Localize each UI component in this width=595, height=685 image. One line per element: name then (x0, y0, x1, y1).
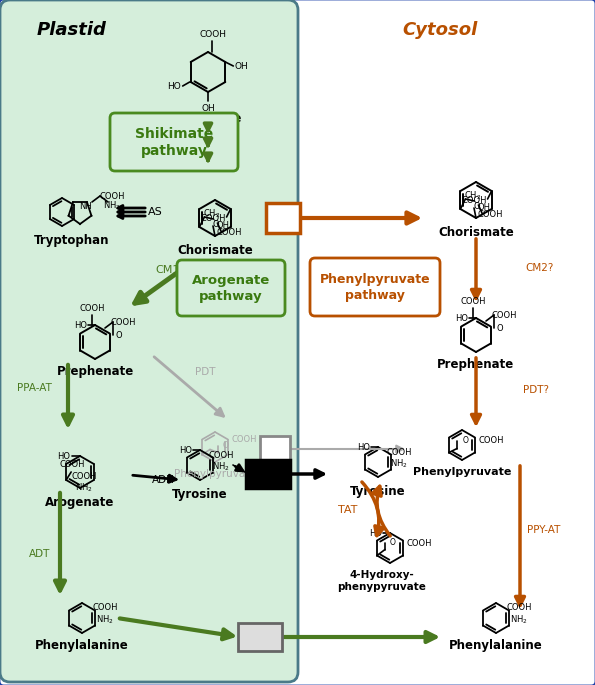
Text: Phenylpyruvate: Phenylpyruvate (413, 467, 511, 477)
Text: Cytosol: Cytosol (402, 21, 478, 39)
Text: OH: OH (234, 62, 248, 71)
Text: COOH: COOH (386, 447, 412, 456)
Text: COOH: COOH (478, 436, 504, 445)
Text: COOH: COOH (217, 227, 242, 236)
Text: NH$_2$: NH$_2$ (76, 482, 93, 495)
Text: PDT?: PDT? (523, 385, 549, 395)
Text: O: O (212, 219, 219, 229)
Text: OH: OH (201, 103, 215, 112)
Text: COOH: COOH (199, 29, 227, 38)
Text: CM2?: CM2? (526, 263, 554, 273)
Text: Arogenate: Arogenate (45, 495, 115, 508)
Text: COOH: COOH (99, 192, 125, 201)
Text: 4-Hydroxy-: 4-Hydroxy- (350, 570, 414, 580)
Text: CH$_2$: CH$_2$ (203, 208, 220, 221)
Text: O: O (223, 441, 229, 450)
Text: COOH: COOH (461, 297, 486, 306)
Text: HO: HO (180, 445, 193, 455)
Text: COOH: COOH (491, 310, 516, 319)
Text: Phenylalanine: Phenylalanine (35, 638, 129, 651)
Text: HO: HO (58, 451, 70, 460)
Text: O: O (473, 201, 480, 210)
Text: COOH: COOH (110, 318, 136, 327)
Text: PPY-AT: PPY-AT (527, 525, 560, 535)
Text: CH$_2$: CH$_2$ (464, 190, 481, 202)
Text: ADH: ADH (152, 475, 174, 485)
Text: NH$_2$: NH$_2$ (103, 200, 121, 212)
FancyBboxPatch shape (238, 623, 282, 651)
Text: ?: ? (278, 209, 288, 227)
Text: Phenylpyruvate: Phenylpyruvate (320, 273, 430, 286)
FancyBboxPatch shape (266, 203, 300, 233)
Text: HO: HO (167, 82, 180, 90)
Text: pathway: pathway (140, 144, 208, 158)
Text: OH: OH (216, 221, 229, 229)
Text: AS: AS (148, 207, 162, 217)
FancyBboxPatch shape (110, 113, 238, 171)
Text: Phenylpyruvate: Phenylpyruvate (174, 469, 256, 479)
FancyBboxPatch shape (310, 258, 440, 316)
Text: ADT: ADT (29, 549, 50, 559)
Text: Phenylalanine: Phenylalanine (449, 638, 543, 651)
Text: Shikimate: Shikimate (175, 112, 241, 125)
Text: HO: HO (456, 314, 468, 323)
Text: Tyrosine: Tyrosine (350, 484, 406, 497)
FancyBboxPatch shape (177, 260, 285, 316)
Text: Chorismate: Chorismate (177, 243, 253, 256)
Text: COOH: COOH (71, 471, 97, 480)
Text: COOH: COOH (406, 538, 432, 547)
Text: OH: OH (477, 203, 490, 212)
FancyBboxPatch shape (0, 0, 298, 682)
Text: Prephenate: Prephenate (437, 358, 515, 371)
Text: phenypyruvate: phenypyruvate (337, 582, 427, 592)
Text: pCAT: pCAT (250, 467, 286, 480)
Text: Chorismate: Chorismate (438, 225, 514, 238)
Text: pathway: pathway (345, 288, 405, 301)
Text: Plastid: Plastid (37, 21, 107, 39)
Text: CM1: CM1 (156, 265, 180, 275)
Text: O: O (497, 323, 503, 332)
Text: COOH: COOH (79, 303, 105, 312)
Text: NH$_2$: NH$_2$ (96, 614, 114, 626)
Text: HO: HO (369, 529, 383, 538)
Text: COOH: COOH (506, 603, 532, 612)
Text: Tryptophan: Tryptophan (35, 234, 109, 247)
Text: Tyrosine: Tyrosine (172, 488, 228, 501)
Text: COOH: COOH (231, 434, 257, 443)
Text: O: O (390, 538, 396, 547)
Text: HO: HO (74, 321, 87, 329)
Text: O: O (115, 330, 123, 340)
Text: COOH: COOH (201, 214, 226, 223)
Text: NH$_2$: NH$_2$ (212, 461, 230, 473)
Text: HO: HO (358, 443, 371, 451)
Text: COOH: COOH (208, 451, 234, 460)
Text: PPA-AT: PPA-AT (17, 383, 52, 393)
Text: ?: ? (271, 442, 279, 456)
Text: PDT: PDT (195, 367, 215, 377)
Text: Shikimate: Shikimate (135, 127, 213, 141)
Text: COOH: COOH (461, 195, 487, 205)
FancyBboxPatch shape (246, 460, 290, 488)
Text: COOH: COOH (60, 460, 85, 469)
Text: pCAT: pCAT (242, 630, 278, 643)
Text: NH$_2$: NH$_2$ (390, 458, 408, 470)
Text: TAT: TAT (339, 505, 358, 515)
Text: COOH: COOH (92, 603, 118, 612)
Text: NH: NH (79, 202, 92, 211)
Text: COOH: COOH (478, 210, 503, 219)
Text: Arogenate: Arogenate (192, 273, 270, 286)
Text: pathway: pathway (199, 290, 263, 303)
Text: Prephenate: Prephenate (57, 364, 134, 377)
Text: NH$_2$: NH$_2$ (511, 614, 528, 626)
FancyBboxPatch shape (260, 436, 290, 462)
Text: O: O (463, 436, 469, 445)
